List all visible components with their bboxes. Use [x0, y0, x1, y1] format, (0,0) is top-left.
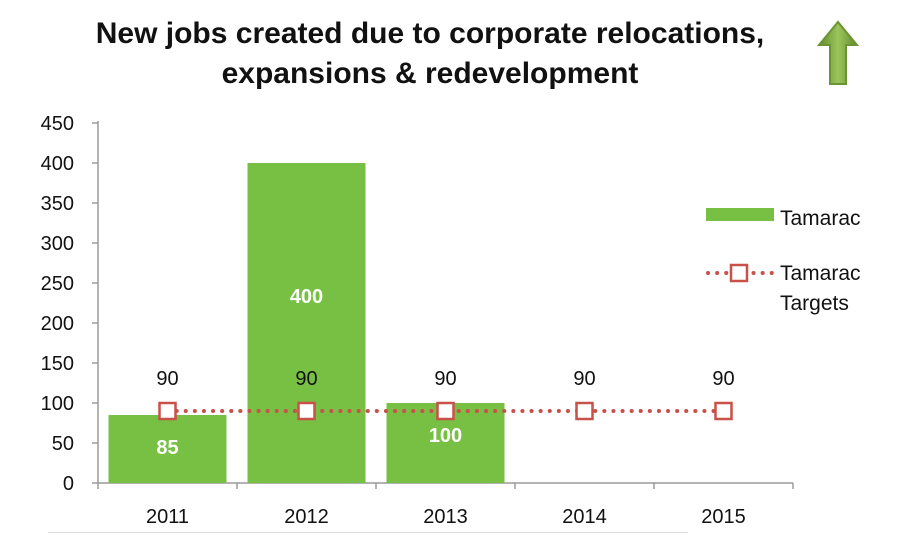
- data-labels: 85 400 100 90 90 90 90 90: [156, 286, 734, 459]
- bar-2011: [108, 415, 227, 483]
- target-value-label: 90: [573, 368, 595, 390]
- legend-label-tamarac: Tamarac: [780, 207, 861, 230]
- y-tick-label: 400: [41, 153, 74, 175]
- y-tick-label: 50: [52, 433, 74, 455]
- y-tick-label: 350: [41, 193, 74, 215]
- legend: [706, 208, 774, 283]
- legend-label-targets-line-1: Tamarac: [780, 262, 861, 285]
- target-marker-2012: [297, 401, 316, 421]
- bar-2012: [247, 163, 366, 483]
- x-tick-label: 2011: [146, 506, 189, 528]
- legend-swatch-tamarac: [706, 208, 774, 221]
- y-tick-label: 450: [41, 113, 74, 135]
- chart-title-line-1: New jobs created due to corporate reloca…: [95, 17, 765, 50]
- y-tick-label: 300: [41, 233, 74, 255]
- x-tick-label: 2012: [284, 506, 329, 528]
- axes: 0 50 100 150 200 250 300 350 400 450 2011 2012 2013 2…: [41, 113, 794, 528]
- target-value-label: 90: [712, 368, 734, 390]
- legend-swatch-targets: [706, 263, 774, 283]
- y-tick-label: 150: [41, 353, 74, 375]
- target-marker-2013: [436, 401, 455, 421]
- target-value-label: 90: [295, 368, 317, 390]
- x-tick-label: 2015: [701, 506, 746, 528]
- target-value-label: 90: [156, 368, 178, 390]
- bar-value-label: 85: [156, 437, 178, 459]
- bar-value-label: 100: [429, 425, 462, 447]
- target-line: [158, 401, 733, 421]
- target-marker-2015: [714, 401, 733, 421]
- chart-title: New jobs created due to corporate reloca…: [60, 14, 800, 94]
- x-tick-label: 2013: [423, 506, 468, 528]
- y-tick-label: 0: [63, 473, 74, 495]
- y-tick-label: 100: [41, 393, 74, 415]
- bottom-rule: [48, 532, 688, 533]
- target-marker-2011: [158, 401, 177, 421]
- target-marker-2014: [575, 401, 594, 421]
- y-tick-label: 250: [41, 273, 74, 295]
- bar-value-label: 400: [290, 286, 323, 308]
- bars: [108, 163, 505, 483]
- target-value-label: 90: [434, 368, 456, 390]
- x-tick-label: 2014: [562, 506, 607, 528]
- chart-title-line-2: expansions & redevelopment: [221, 57, 639, 90]
- up-arrow-icon: [816, 20, 860, 85]
- y-tick-label: 200: [41, 313, 74, 335]
- legend-label-targets-line-2: Targets: [780, 292, 849, 315]
